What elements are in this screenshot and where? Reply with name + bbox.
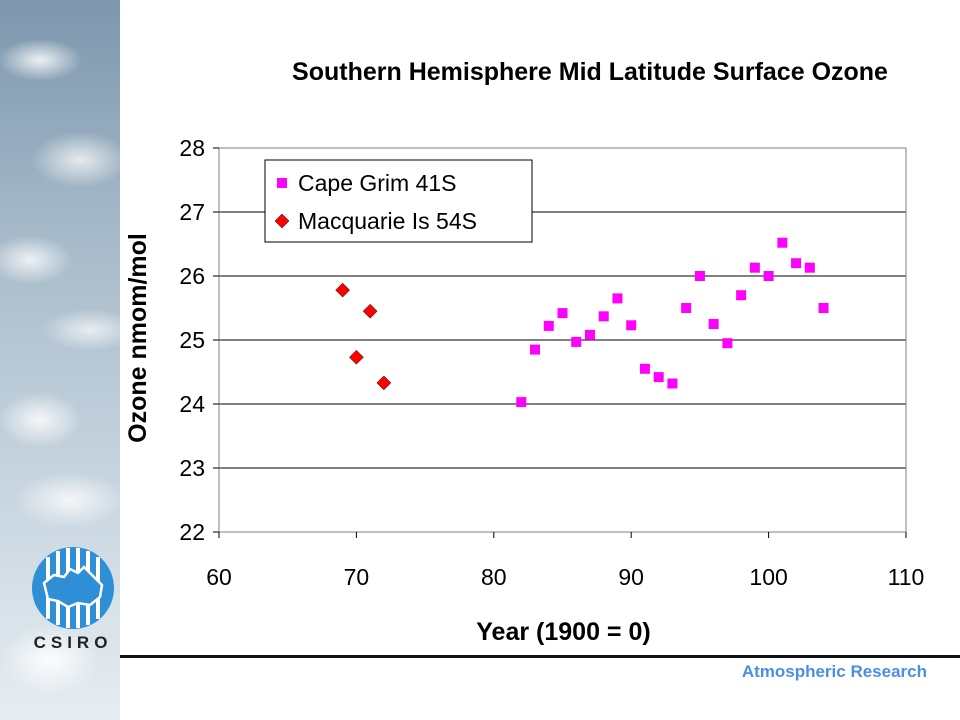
macquarie-point [349,349,364,365]
csiro-emblem-icon [32,547,114,629]
macquarie-point [376,375,392,391]
y-tick-label: 27 [179,199,205,225]
legend-box [264,159,533,243]
x-tick-label: 60 [206,564,232,590]
y-axis-ticks: 22 23 24 25 26 27 28 [179,135,219,545]
legend: Cape Grim 41S Macquarie Is 54S [264,159,533,243]
cape-grim-point [516,397,527,408]
legend-square-marker [277,178,287,188]
cape-grim-point [571,336,582,347]
footer-text: Atmospheric Research [741,662,927,681]
cape-grim-point [804,262,815,273]
x-tick-label: 70 [344,564,370,590]
cape-grim-point [598,311,609,322]
x-axis-ticks: 60 70 80 90 100 110 [206,532,924,590]
y-tick-label: 23 [179,455,205,481]
cape-grim-point [612,293,623,304]
legend-label: Macquarie Is 54S [298,208,477,234]
legend-diamond-marker [274,213,290,229]
cape-grim-point [736,290,747,301]
x-tick-label: 110 [888,564,925,590]
y-tick-label: 24 [179,391,205,417]
cape-grim-point [694,271,705,281]
cape-grim-point [749,262,760,273]
logo-text: CSIRO [33,633,113,652]
cape-grim-point [763,271,774,281]
cape-grim-point [667,378,678,389]
x-tick-label: 90 [618,564,644,590]
data-marks [335,237,829,408]
cape-grim-point [543,320,554,331]
cape-grim-point [722,338,733,349]
cape-grim-point [626,320,637,331]
cape-grim-point [530,344,541,355]
x-tick-label: 80 [481,564,507,590]
y-tick-label: 25 [179,327,205,353]
cape-grim-point [777,237,788,248]
cape-grim-point [653,372,664,383]
y-axis-label: Ozone nmom/mol [124,233,152,443]
footer-divider [120,655,960,658]
cape-grim-point [681,303,692,313]
legend-label: Cape Grim 41S [298,170,457,196]
macquarie-point [335,282,351,298]
cape-grim-point [818,303,829,313]
cape-grim-point [584,329,595,340]
cape-grim-point [791,258,802,269]
cape-grim-point [639,363,650,374]
y-tick-label: 26 [179,263,205,289]
macquarie-point [362,303,378,319]
cape-grim-point [708,319,719,329]
cape-grim-point [557,308,568,319]
y-tick-label: 28 [179,135,205,161]
x-axis-label: Year (1900 = 0) [476,618,650,646]
y-tick-label: 22 [179,519,205,545]
x-tick-label: 100 [749,564,787,590]
chart-title: Southern Hemisphere Mid Latitude Surface… [292,58,888,86]
csiro-logo: CSIRO [28,543,118,653]
